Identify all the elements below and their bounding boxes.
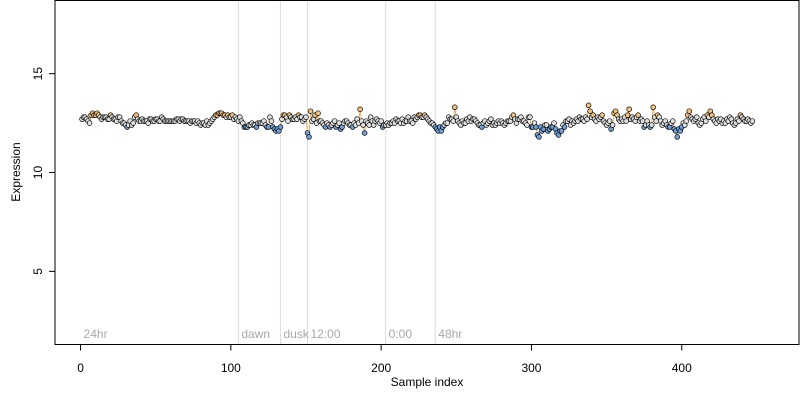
data-point <box>606 118 613 124</box>
x-axis: 0 100 200 300 400 <box>77 344 692 375</box>
data-point <box>409 120 416 126</box>
data-point <box>452 104 458 111</box>
phase-label: 12:00 <box>311 327 341 341</box>
data-point <box>648 122 655 128</box>
y-tick-label: 10 <box>31 166 45 180</box>
data-point <box>527 114 533 120</box>
x-tick-label: 300 <box>521 361 541 375</box>
data-point <box>669 118 676 124</box>
data-point <box>86 120 93 126</box>
data-point <box>307 108 314 114</box>
data-point <box>361 130 368 136</box>
data-point <box>623 118 629 124</box>
x-axis-label: Sample index <box>391 375 464 389</box>
data-point <box>536 134 542 140</box>
data-point <box>265 124 272 130</box>
data-point <box>357 106 363 112</box>
data-point <box>749 118 756 124</box>
x-tick-label: 200 <box>371 361 391 375</box>
data-point <box>331 118 338 124</box>
phase-lines <box>237 0 436 345</box>
data-point <box>686 108 693 114</box>
data-point <box>609 122 616 128</box>
data-point <box>694 114 700 120</box>
data-point <box>360 122 366 128</box>
data-point <box>635 112 641 118</box>
data-point <box>626 106 632 112</box>
data-point <box>277 124 284 130</box>
plot-frame <box>54 0 800 345</box>
phase-label: 0:00 <box>389 327 413 341</box>
data-point <box>315 110 321 116</box>
data-point <box>268 118 275 124</box>
data-point <box>650 104 656 111</box>
y-tick-label: 15 <box>31 67 45 81</box>
data-point <box>524 122 530 128</box>
x-tick-label: 100 <box>221 361 241 375</box>
data-point <box>378 118 384 124</box>
data-point <box>683 118 690 124</box>
data-point <box>303 114 309 120</box>
data-point <box>444 120 451 126</box>
data-point <box>585 102 592 109</box>
y-axis: 5 10 15 <box>31 67 56 275</box>
phase-label: 48hr <box>438 327 462 341</box>
data-point <box>587 108 593 114</box>
data-point <box>533 124 539 130</box>
x-tick-label: 0 <box>77 361 84 375</box>
data-point <box>736 118 742 124</box>
data-point <box>488 116 494 122</box>
data-point <box>130 120 136 126</box>
data-point <box>703 118 709 124</box>
data-point <box>624 112 631 118</box>
data-points <box>79 102 756 140</box>
y-tick-label: 5 <box>31 268 45 275</box>
data-point <box>551 120 557 126</box>
data-point <box>599 112 605 118</box>
data-point <box>543 122 550 128</box>
data-point <box>674 134 680 140</box>
phase-label: dawn <box>241 327 270 341</box>
data-point <box>584 116 590 122</box>
data-point <box>558 128 565 134</box>
data-point <box>306 134 312 140</box>
phase-label: 24hr <box>84 327 108 341</box>
x-tick-label: 400 <box>672 361 692 375</box>
y-axis-label: Expression <box>9 142 23 201</box>
data-point <box>561 124 568 130</box>
data-point <box>285 118 291 124</box>
phase-label: dusk <box>283 327 309 341</box>
phase-labels: 24hr dawn dusk 12:00 0:00 48hr <box>84 327 463 341</box>
